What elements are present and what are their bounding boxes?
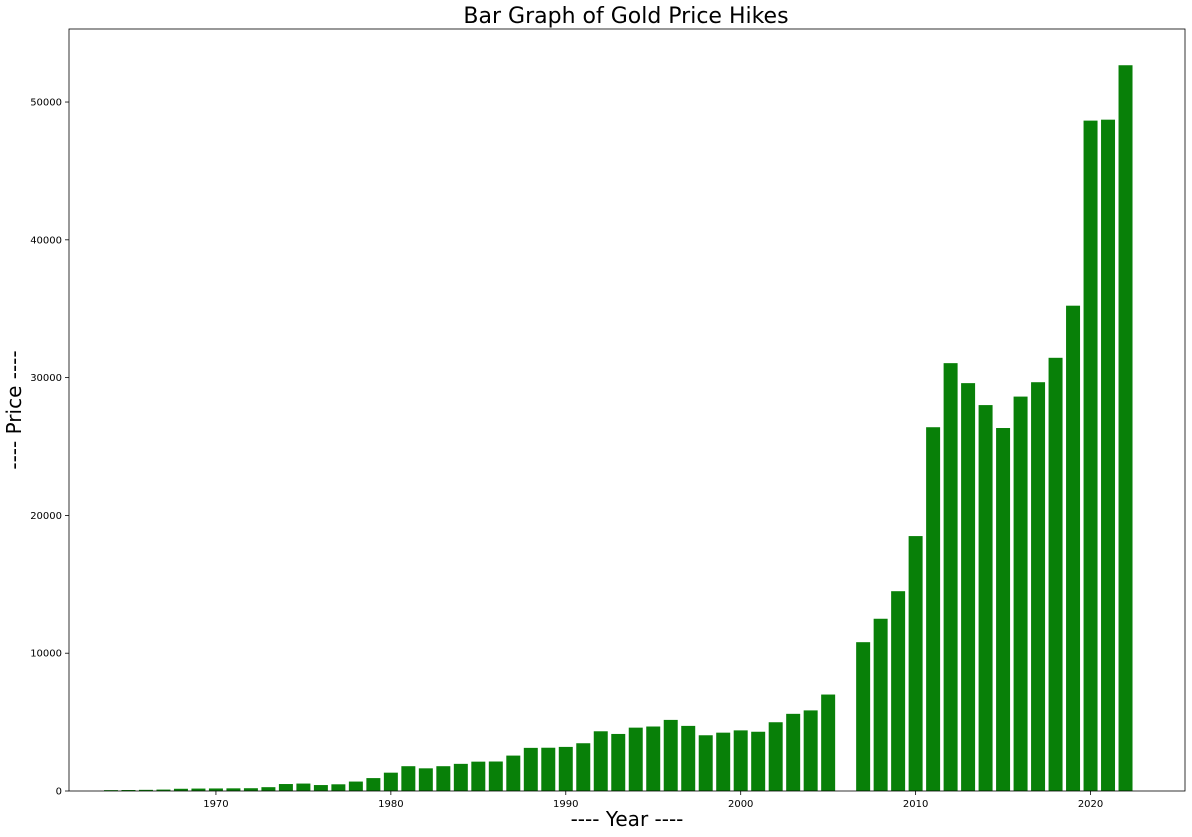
x-axis-label: ---- Year ---- <box>571 807 684 831</box>
bar-2002 <box>768 722 783 791</box>
bar-1978 <box>348 781 363 791</box>
bar-1998 <box>698 735 713 791</box>
x-tick-label: 2020 <box>1078 799 1103 810</box>
bar-1970 <box>208 788 223 791</box>
bar-2008 <box>873 618 888 791</box>
bar-1996 <box>663 719 678 791</box>
bar-1981 <box>401 766 416 791</box>
bar-1964 <box>103 790 118 791</box>
bar-2001 <box>751 731 766 791</box>
bar-2005 <box>821 694 836 791</box>
bar-2016 <box>1013 396 1028 791</box>
y-axis-ticks: 0 10000 20000 30000 40000 50000 <box>30 98 69 798</box>
bar-2010 <box>908 536 923 791</box>
y-tick-label: 0 <box>56 787 62 798</box>
bar-1986 <box>488 761 503 791</box>
bar-1977 <box>331 784 346 791</box>
bar-1976 <box>313 785 328 791</box>
bar-1997 <box>681 725 696 791</box>
bar-1965 <box>121 790 136 791</box>
bar-1967 <box>156 789 171 791</box>
bar-1985 <box>471 761 486 791</box>
bar-2015 <box>996 428 1011 791</box>
bar-1968 <box>173 788 188 791</box>
x-tick-label: 2000 <box>728 799 753 810</box>
y-tick-label: 50000 <box>30 98 62 109</box>
bar-1980 <box>383 772 398 791</box>
bar-2011 <box>926 427 941 791</box>
bar-2009 <box>891 591 906 791</box>
y-axis-label: ---- Price ---- <box>2 350 26 469</box>
bar-1966 <box>138 789 153 791</box>
bar-2018 <box>1048 357 1063 791</box>
bar-1993 <box>611 733 626 791</box>
x-axis-ticks: 1970 1980 1990 2000 2010 2020 <box>203 791 1103 810</box>
bar-2014 <box>978 405 993 791</box>
bar-1972 <box>243 788 258 791</box>
x-tick-label: 1970 <box>203 799 228 810</box>
bar-1971 <box>226 788 241 791</box>
x-tick-label: 2010 <box>903 799 928 810</box>
bar-1992 <box>593 731 608 791</box>
bar-2012 <box>943 363 958 791</box>
bar-2013 <box>961 383 976 791</box>
bar-1973 <box>261 787 276 791</box>
bar-1987 <box>506 755 521 791</box>
bar-2004 <box>803 710 818 791</box>
bar-1999 <box>716 732 731 791</box>
y-tick-label: 40000 <box>30 235 62 246</box>
bar-1988 <box>523 747 538 791</box>
bar-2019 <box>1066 305 1081 791</box>
bar-2007 <box>856 642 871 791</box>
y-tick-label: 10000 <box>30 649 62 660</box>
bars <box>103 65 1133 792</box>
y-tick-label: 30000 <box>30 373 62 384</box>
bar-1979 <box>366 778 381 791</box>
bar-1991 <box>576 743 591 791</box>
bar-1974 <box>278 784 293 791</box>
bar-1969 <box>191 788 206 791</box>
bar-2020 <box>1083 120 1098 792</box>
bar-1984 <box>453 763 468 791</box>
bar-1995 <box>646 726 661 791</box>
bar-2000 <box>733 730 748 791</box>
y-tick-label: 20000 <box>30 511 62 522</box>
bar-1983 <box>436 766 451 791</box>
bar-1982 <box>418 768 433 791</box>
chart-title: Bar Graph of Gold Price Hikes <box>463 4 788 29</box>
bar-1990 <box>558 746 573 791</box>
bar-1994 <box>628 727 643 791</box>
plot-frame <box>68 28 1186 792</box>
bar-2003 <box>786 713 801 791</box>
x-tick-label: 1990 <box>553 799 578 810</box>
bar-1989 <box>541 747 556 791</box>
bar-1975 <box>296 783 311 791</box>
bar-2017 <box>1031 382 1046 791</box>
bar-2022 <box>1118 65 1133 792</box>
bar-2021 <box>1101 119 1116 792</box>
x-tick-label: 1980 <box>378 799 403 810</box>
